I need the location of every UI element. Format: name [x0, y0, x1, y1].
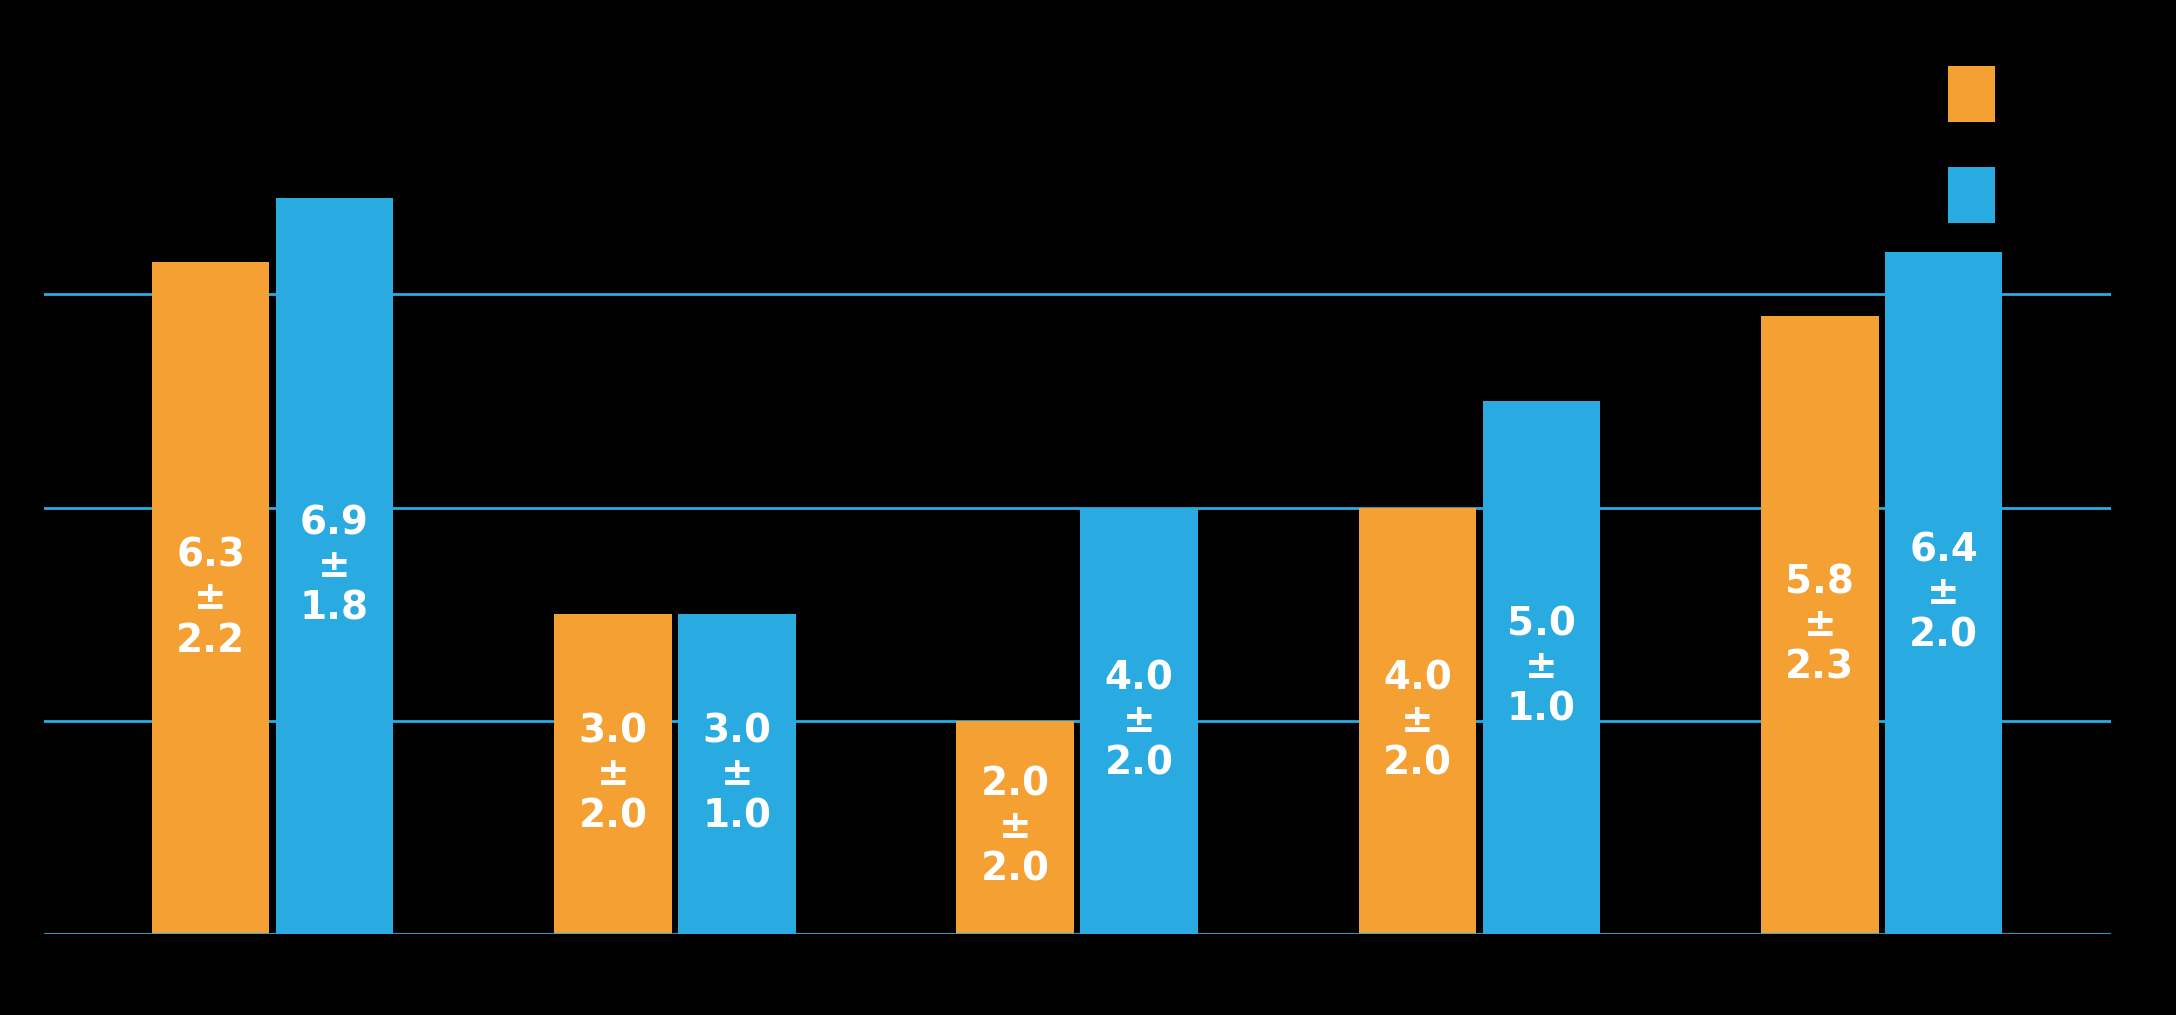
- Bar: [276, 199, 394, 934]
- Bar: [555, 614, 672, 934]
- Bar: [957, 721, 1075, 934]
- Bar: [1358, 508, 1475, 934]
- Text: 3.0
±
1.0: 3.0 ± 1.0: [703, 713, 770, 835]
- Bar: [1884, 252, 2002, 934]
- Text: 3.0
±
2.0: 3.0 ± 2.0: [579, 713, 648, 835]
- Text: 4.0
±
2.0: 4.0 ± 2.0: [1384, 659, 1451, 783]
- Text: 5.8
±
2.3: 5.8 ± 2.3: [1784, 563, 1854, 686]
- Text: 6.3
±
2.2: 6.3 ± 2.2: [176, 537, 246, 660]
- Bar: [1482, 401, 1599, 934]
- Bar: [1760, 316, 1878, 934]
- Bar: [1079, 508, 1197, 934]
- Text: 5.0
±
1.0: 5.0 ± 1.0: [1506, 606, 1575, 729]
- Text: 4.0
±
2.0: 4.0 ± 2.0: [1105, 659, 1173, 783]
- Bar: [152, 262, 270, 934]
- Text: 2.0
±
2.0: 2.0 ± 2.0: [981, 765, 1049, 889]
- Text: 6.4
±
2.0: 6.4 ± 2.0: [1908, 531, 1978, 655]
- Text: 6.9
±
1.8: 6.9 ± 1.8: [300, 504, 370, 627]
- Bar: [679, 614, 796, 934]
